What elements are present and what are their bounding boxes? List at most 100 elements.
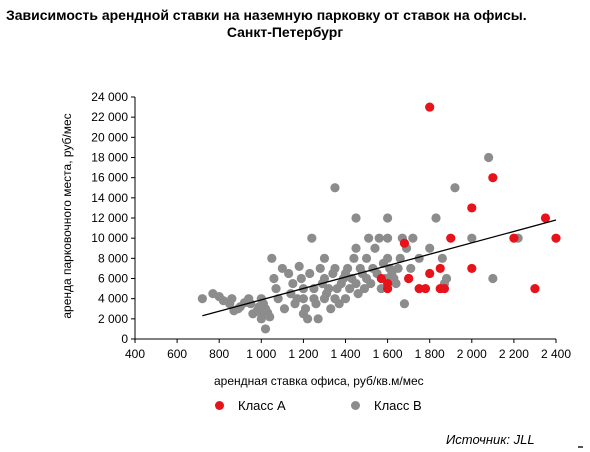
point-class-b <box>437 253 447 263</box>
point-class-a <box>383 283 393 294</box>
x-tick-label: 2 200 <box>499 347 529 361</box>
point-class-b <box>376 283 386 294</box>
legend-label-class-a: Класс A <box>238 397 286 413</box>
corner-mark <box>578 446 583 448</box>
point-class-b <box>267 253 277 263</box>
trendline-layer <box>202 219 557 317</box>
point-class-b <box>359 283 370 294</box>
point-class-b <box>391 278 401 289</box>
point-class-b <box>383 233 393 243</box>
x-tick-label: 2 000 <box>457 347 487 361</box>
point-class-b <box>343 263 353 274</box>
x-tick-label: 400 <box>125 347 145 361</box>
point-class-b <box>364 233 374 243</box>
legend-marker-class-b <box>351 400 360 410</box>
point-class-b <box>383 213 393 223</box>
point-class-b <box>284 268 294 279</box>
y-tick-label: 12 000 <box>91 211 128 225</box>
point-class-b <box>408 233 418 243</box>
point-class-b <box>319 273 330 284</box>
y-tick-label: 14 000 <box>91 191 128 205</box>
x-tick-label: 600 <box>167 347 187 361</box>
point-class-b <box>450 183 460 193</box>
point-class-b <box>330 183 340 193</box>
point-class-a <box>376 273 386 284</box>
point-class-b <box>393 263 403 274</box>
point-class-b <box>294 261 304 271</box>
point-class-b <box>197 294 207 304</box>
point-class-b <box>298 294 308 304</box>
point-class-b <box>227 294 237 304</box>
point-class-a <box>414 283 424 294</box>
y-tick-label: 2 000 <box>98 312 128 326</box>
point-class-b <box>319 253 330 263</box>
point-class-a <box>467 203 477 213</box>
point-class-b <box>345 283 355 294</box>
legend-marker-class-a <box>215 400 224 410</box>
source-note: Источник: JLL <box>446 432 535 447</box>
y-tick-label: 0 <box>121 332 128 346</box>
point-class-b <box>313 314 323 324</box>
point-class-b <box>399 299 410 309</box>
point-class-b <box>265 312 275 322</box>
point-class-b <box>324 283 334 294</box>
point-class-a <box>530 283 540 294</box>
x-tick-label: 800 <box>209 347 229 361</box>
point-class-a <box>399 238 410 248</box>
point-class-b <box>441 273 452 284</box>
point-class-b <box>296 273 306 284</box>
y-axis-title: аренда парковочного места, руб/мес <box>60 113 74 318</box>
y-tick-label: 18 000 <box>91 151 128 165</box>
point-class-a <box>425 102 435 112</box>
point-class-b <box>488 273 498 284</box>
point-class-b <box>311 299 321 309</box>
x-tick-label: 1 800 <box>415 347 445 361</box>
point-class-b <box>326 304 336 314</box>
legend: Класс A Класс B <box>0 396 590 414</box>
point-class-a <box>420 283 431 294</box>
x-tick-label: 1 400 <box>330 347 360 361</box>
x-tick-label: 1 200 <box>288 347 318 361</box>
point-class-a <box>488 173 498 183</box>
point-class-b <box>349 253 359 263</box>
point-class-a <box>509 233 519 243</box>
point-class-b <box>366 278 376 289</box>
point-class-b <box>353 289 363 299</box>
point-class-b <box>307 233 317 243</box>
x-axis-title: арендная ставка офиса, руб/кв.м/мес <box>214 374 424 388</box>
legend-label-class-b: Класс B <box>374 397 422 413</box>
point-class-b <box>351 213 361 223</box>
y-tick-label: 24 000 <box>91 90 128 104</box>
point-class-b <box>292 294 302 304</box>
point-class-a <box>551 233 561 243</box>
point-class-b <box>340 294 351 304</box>
x-tick-label: 2 400 <box>541 347 571 361</box>
point-class-b <box>315 263 325 274</box>
point-class-a <box>467 263 477 274</box>
y-tick-label: 16 000 <box>91 171 128 185</box>
trendline <box>202 219 557 317</box>
chart-title-line2: Санкт-Петербург <box>226 24 344 40</box>
legend-item-class-a: Класс A <box>215 396 286 414</box>
point-class-b <box>305 268 315 279</box>
y-tick-label: 10 000 <box>91 231 128 245</box>
point-class-b <box>300 304 311 314</box>
point-class-b <box>351 243 361 253</box>
point-class-b <box>374 233 384 243</box>
point-class-b <box>351 278 361 289</box>
x-tick-label: 1 000 <box>246 347 276 361</box>
point-class-b <box>484 152 494 163</box>
y-tick-label: 20 000 <box>91 130 128 144</box>
point-class-b <box>334 299 344 309</box>
point-class-b <box>269 273 279 284</box>
point-class-b <box>370 243 380 253</box>
legend-item-class-b: Класс B <box>351 396 422 414</box>
point-class-a <box>540 213 551 223</box>
point-class-b <box>431 213 441 223</box>
y-tick-label: 22 000 <box>91 110 128 124</box>
x-tick-label: 1 600 <box>373 347 403 361</box>
point-class-b <box>406 263 416 274</box>
chart-title-line1: Зависимость арендной ставки на наземную … <box>6 7 527 23</box>
y-tick-label: 4 000 <box>98 292 128 306</box>
point-class-a <box>446 233 456 243</box>
